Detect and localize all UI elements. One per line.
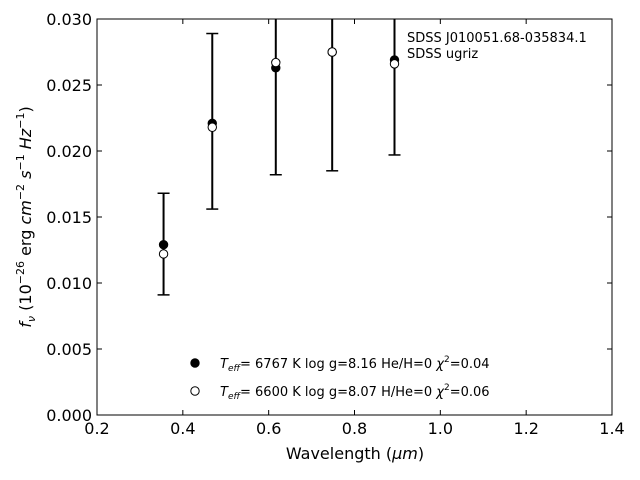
object-name-annotation: SDSS J010051.68-035834.1 xyxy=(407,31,587,46)
filter-set-annotation: SDSS ugriz xyxy=(407,47,478,62)
plot-area xyxy=(157,19,401,296)
y-axis-label: fν (10−26 erg cm−2 s−1 Hz−1) xyxy=(14,106,38,327)
y-tick-label: 0.000 xyxy=(46,406,92,425)
x-tick-label: 1.0 xyxy=(428,419,453,438)
model-point xyxy=(271,57,281,68)
axes-frame xyxy=(96,18,613,416)
x-tick-label: 0.2 xyxy=(84,419,109,438)
legend-entry-2: Teff= 6600 K log g=8.07 H/He=0 χ2=0.06 xyxy=(220,383,490,402)
model-point xyxy=(158,249,169,259)
y-tick-label: 0.015 xyxy=(46,208,92,227)
y-tick-label: 0.025 xyxy=(46,76,92,95)
x-tick-label: 0.4 xyxy=(170,419,195,438)
y-tick-label: 0.010 xyxy=(46,274,92,293)
observed-point xyxy=(158,240,169,250)
x-tick-label: 1.4 xyxy=(599,419,624,438)
x-axis-label: Wavelength (μm) xyxy=(286,444,424,463)
model-point xyxy=(389,59,400,69)
x-tick-label: 1.2 xyxy=(513,419,538,438)
x-tick-label: 0.6 xyxy=(256,419,281,438)
legend-open-marker xyxy=(190,386,200,396)
x-axis: 0.2 0.4 0.6 0.8 1.0 1.2 1.4 xyxy=(84,19,625,438)
legend: Teff= 6767 K log g=8.16 He/H=0 χ2=0.04 T… xyxy=(190,355,490,402)
y-tick-label: 0.020 xyxy=(46,142,92,161)
y-tick-label: 0.030 xyxy=(46,10,92,29)
model-point xyxy=(327,47,337,57)
legend-filled-marker xyxy=(190,358,200,368)
model-point xyxy=(207,122,217,132)
y-axis: 0.000 0.005 0.010 0.015 0.020 0.025 0.030 xyxy=(46,10,612,425)
x-tick-label: 0.8 xyxy=(342,419,367,438)
y-tick-label: 0.005 xyxy=(46,340,92,359)
legend-entry-1: Teff= 6767 K log g=8.16 He/H=0 χ2=0.04 xyxy=(220,355,490,374)
